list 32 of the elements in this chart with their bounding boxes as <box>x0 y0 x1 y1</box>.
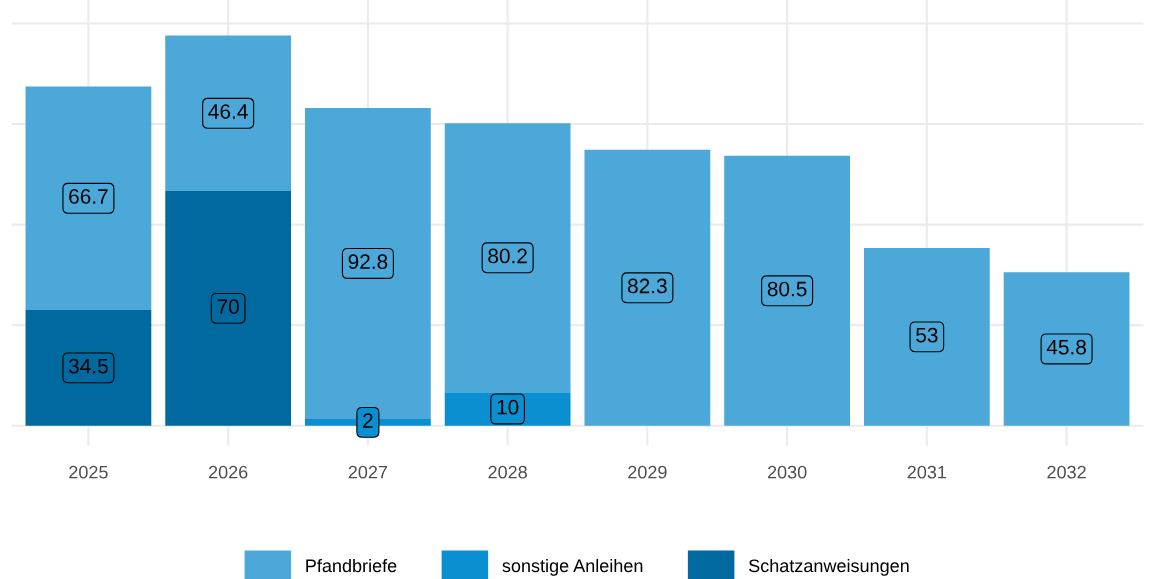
x-tick-label: 2027 <box>348 465 388 479</box>
x-tick-label: 2031 <box>907 465 947 479</box>
x-tick-label: 2026 <box>208 465 248 479</box>
data-label: 34.5 <box>68 358 108 374</box>
legend-label: Schatzanweisungen <box>748 558 909 576</box>
bar <box>165 191 292 426</box>
data-label: 82.3 <box>628 278 667 294</box>
bar <box>724 155 850 426</box>
data-label: 80.2 <box>488 248 527 264</box>
data-label: 10 <box>497 399 519 415</box>
data-label: 92.8 <box>348 254 388 270</box>
data-label: 70 <box>217 299 239 314</box>
bar <box>165 35 292 192</box>
x-tick-label: 2030 <box>767 465 807 479</box>
x-tick-label: 2029 <box>628 465 667 479</box>
bar <box>444 123 571 393</box>
x-tick-label: 2032 <box>1047 465 1086 479</box>
data-label: 53 <box>916 327 938 343</box>
legend-label: sonstige Anleihen <box>502 558 643 576</box>
bar <box>1003 272 1130 426</box>
bar <box>584 149 711 426</box>
data-label: 66.7 <box>69 189 108 204</box>
bar <box>25 86 152 311</box>
bar <box>863 248 990 426</box>
data-label: 2 <box>363 413 373 428</box>
x-tick-label: 2025 <box>69 465 108 479</box>
legend-label: Pfandbriefe <box>306 558 397 573</box>
bar <box>25 310 152 426</box>
data-label: 46.4 <box>208 104 248 119</box>
x-tick-label: 2028 <box>488 465 527 479</box>
data-label: 45.8 <box>1046 339 1086 355</box>
data-label: 80.5 <box>767 281 807 297</box>
